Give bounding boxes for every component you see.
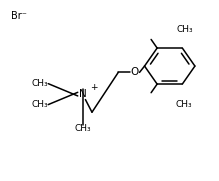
Text: CH₃: CH₃	[176, 100, 192, 110]
Text: CH₃: CH₃	[177, 25, 193, 34]
Text: CH₃: CH₃	[31, 100, 48, 110]
Text: +: +	[90, 83, 97, 92]
Text: N: N	[79, 89, 87, 99]
Text: CH₃: CH₃	[31, 79, 48, 88]
Text: O: O	[131, 67, 139, 77]
Text: Br⁻: Br⁻	[11, 11, 27, 21]
Text: CH₃: CH₃	[75, 124, 92, 133]
